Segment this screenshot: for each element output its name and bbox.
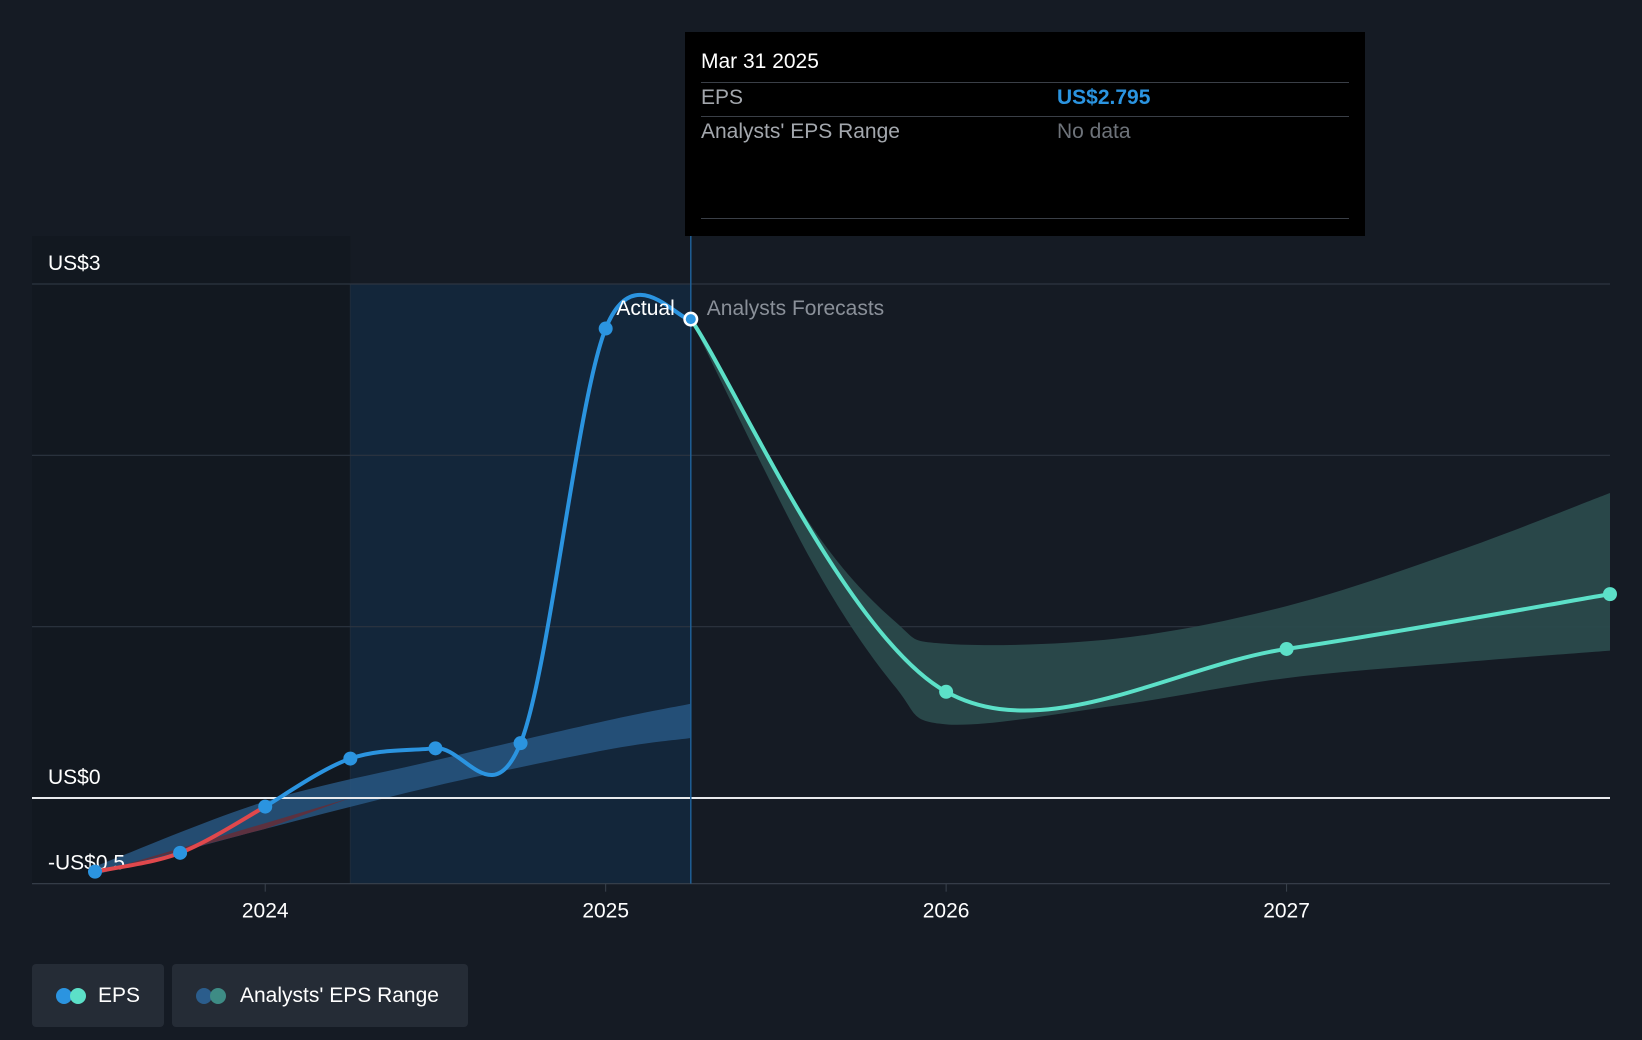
legend-range-dot-2 <box>210 987 226 1004</box>
legend-analysts-range[interactable]: Analysts' EPS Range <box>172 964 468 1027</box>
eps-point <box>598 321 613 336</box>
tooltip: Mar 31 2025 EPS US$2.795 Analysts' EPS R… <box>685 32 1365 236</box>
forecast-point <box>1279 641 1294 656</box>
forecast-point <box>1603 587 1617 602</box>
x-tick-label: 2025 <box>582 900 629 923</box>
eps-point <box>513 736 528 751</box>
tooltip-divider <box>701 82 1349 83</box>
y-tick-label: -US$0.5 <box>48 852 125 875</box>
legend-eps[interactable]: EPS <box>32 964 164 1027</box>
eps-line-forecast <box>688 317 1612 713</box>
y-tick-label: US$3 <box>48 252 101 275</box>
legend-eps-icon <box>56 987 86 1004</box>
past-shading <box>32 236 351 884</box>
x-tick-label: 2027 <box>1263 900 1310 923</box>
eps-point <box>343 751 358 766</box>
tooltip-eps-label: EPS <box>701 86 744 109</box>
legend-range-dot-1 <box>196 987 212 1004</box>
legend-range-label: Analysts' EPS Range <box>240 983 439 1007</box>
y-tick-label: US$0 <box>48 766 101 789</box>
selected-point <box>685 314 696 325</box>
x-tick-label: 2024 <box>242 900 289 923</box>
legend-eps-label: EPS <box>97 983 140 1007</box>
tooltip-divider <box>701 116 1349 117</box>
legend-eps-dot-1 <box>56 987 72 1004</box>
legend-range-icon <box>196 987 226 1004</box>
tooltip-range-label: Analysts' EPS Range <box>701 120 900 143</box>
legend-eps-dot-2 <box>70 987 86 1004</box>
forecast-eps-range-band <box>690 319 1610 725</box>
tooltip-eps-value: US$2.795 <box>1057 86 1151 109</box>
tooltip-divider <box>701 218 1349 219</box>
x-tick-label: 2026 <box>923 900 970 923</box>
eps-point <box>258 799 273 814</box>
tooltip-range-value: No data <box>1057 120 1131 143</box>
eps-point <box>428 741 443 756</box>
tooltip-date: Mar 31 2025 <box>701 50 819 73</box>
eps-point <box>173 845 188 860</box>
actual-label: Actual <box>616 297 674 320</box>
forecast-point <box>939 684 954 699</box>
analysts-forecasts-label: Analysts Forecasts <box>707 297 884 320</box>
negative-range-band <box>95 798 351 874</box>
eps-chart: US$3 US$0 -US$0.5 2024 2025 2026 2027 Actual Ana… <box>32 236 1617 923</box>
eps-point <box>88 864 102 879</box>
